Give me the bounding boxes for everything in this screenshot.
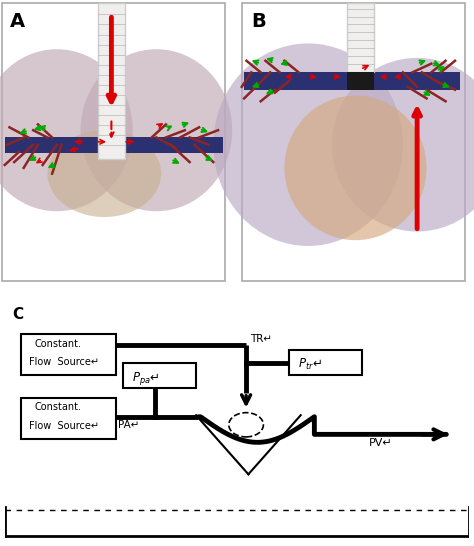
FancyBboxPatch shape [21, 334, 117, 375]
Text: A: A [9, 11, 25, 31]
FancyBboxPatch shape [21, 397, 117, 439]
FancyBboxPatch shape [98, 3, 125, 159]
Text: Flow  Source↵: Flow Source↵ [28, 420, 99, 431]
Text: Constant.: Constant. [35, 339, 82, 348]
Ellipse shape [284, 96, 427, 240]
FancyBboxPatch shape [347, 3, 374, 72]
FancyBboxPatch shape [2, 3, 225, 281]
FancyBboxPatch shape [289, 350, 362, 375]
Ellipse shape [213, 44, 403, 246]
FancyBboxPatch shape [98, 135, 125, 153]
Text: $P_{tr}$↵: $P_{tr}$↵ [299, 357, 322, 372]
FancyBboxPatch shape [244, 72, 460, 90]
Text: C: C [12, 307, 23, 322]
FancyBboxPatch shape [242, 3, 465, 281]
FancyBboxPatch shape [123, 363, 196, 388]
Ellipse shape [332, 58, 474, 232]
Ellipse shape [0, 49, 133, 211]
Text: Constant.: Constant. [35, 402, 82, 412]
FancyBboxPatch shape [347, 72, 374, 90]
Ellipse shape [47, 130, 161, 217]
Text: Flow  Source↵: Flow Source↵ [28, 357, 99, 367]
Text: TR↵: TR↵ [250, 335, 272, 345]
Text: $P_{pa}$↵: $P_{pa}$↵ [132, 370, 160, 387]
FancyBboxPatch shape [5, 136, 223, 153]
Text: PV↵: PV↵ [369, 437, 393, 448]
Text: B: B [251, 11, 266, 31]
Ellipse shape [81, 49, 232, 211]
Text: PA↵: PA↵ [118, 420, 139, 430]
